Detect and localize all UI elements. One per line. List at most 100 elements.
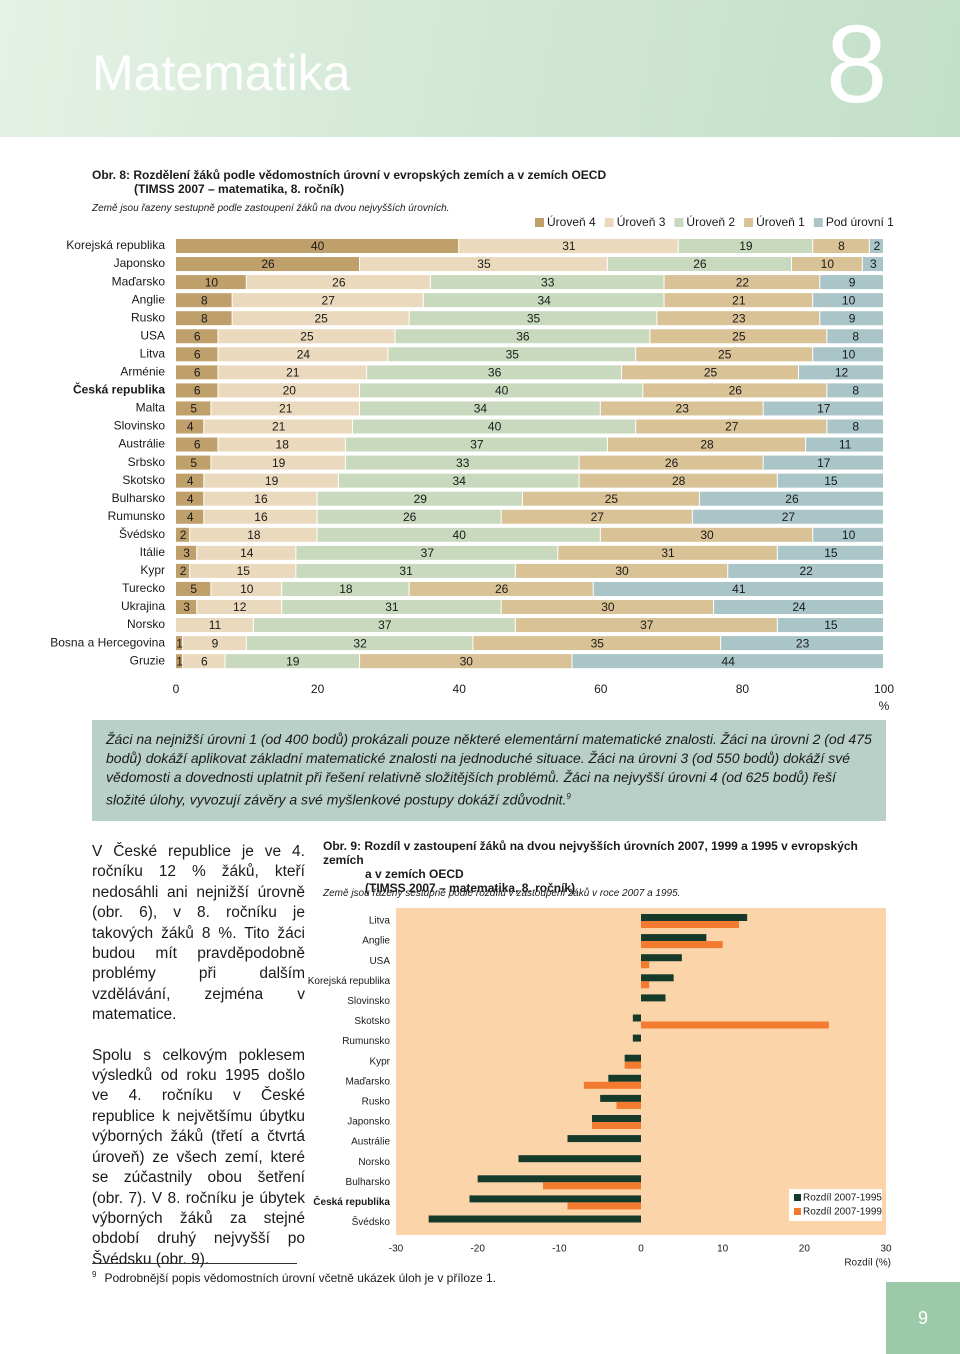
category-label: Slovinsko bbox=[114, 419, 166, 433]
bar-segment bbox=[360, 257, 607, 272]
value-label: 37 bbox=[640, 618, 654, 632]
value-label: 24 bbox=[792, 600, 806, 614]
footnote-ref: 9 bbox=[566, 792, 571, 801]
value-label: 25 bbox=[704, 366, 718, 380]
bar-segment bbox=[204, 491, 317, 506]
bar-segment bbox=[345, 437, 607, 452]
bar bbox=[543, 1182, 641, 1190]
bar-segment bbox=[218, 329, 395, 344]
value-label: 40 bbox=[495, 384, 509, 398]
value-label: 16 bbox=[254, 510, 268, 524]
x-unit: % bbox=[879, 699, 890, 713]
bar-segment bbox=[176, 654, 183, 669]
figure-caption: Obr. 9: Rozdíl v zastoupení žáků na dvou… bbox=[323, 839, 893, 895]
value-label: 5 bbox=[190, 402, 197, 416]
value-label: 2 bbox=[180, 528, 187, 542]
category-label: Maďarsko bbox=[346, 1076, 391, 1087]
bar-segment bbox=[176, 455, 211, 470]
bar bbox=[600, 1094, 641, 1102]
bar bbox=[641, 914, 748, 921]
x-tick-label: 100 bbox=[874, 682, 894, 696]
category-label: Japonsko bbox=[347, 1117, 390, 1128]
value-label: 18 bbox=[276, 438, 290, 452]
value-label: 33 bbox=[456, 456, 470, 470]
bar-segment bbox=[806, 437, 883, 452]
category-label: Japonsko bbox=[114, 256, 166, 270]
value-label: 24 bbox=[297, 347, 311, 361]
category-label: Rumunsko bbox=[108, 509, 166, 523]
category-label: Rumunsko bbox=[342, 1036, 390, 1047]
bar-segment bbox=[692, 509, 883, 524]
bar bbox=[641, 994, 666, 1002]
figure-caption: Obr. 8: Rozdělení žáků podle vědomostníc… bbox=[92, 168, 606, 196]
bar-segment bbox=[636, 347, 813, 362]
bar-segment bbox=[211, 455, 345, 470]
bar-segment bbox=[777, 545, 883, 560]
bar-segment bbox=[388, 347, 636, 362]
bar-segment bbox=[253, 618, 515, 633]
value-label: 29 bbox=[414, 492, 428, 506]
bar-segment bbox=[678, 239, 813, 253]
bar-segment bbox=[176, 618, 253, 633]
value-label: 8 bbox=[201, 293, 208, 307]
bar-segment bbox=[225, 654, 360, 669]
value-label: 30 bbox=[615, 564, 629, 578]
header-band bbox=[0, 0, 960, 137]
caption-line: a v zemích OECD bbox=[365, 867, 464, 881]
category-label: Norsko bbox=[358, 1157, 390, 1168]
bar-segment bbox=[360, 383, 643, 398]
bar-segment bbox=[176, 275, 246, 290]
bar bbox=[592, 1115, 641, 1122]
bar-segment bbox=[232, 293, 423, 308]
bar-segment bbox=[777, 473, 883, 488]
legend-swatch bbox=[794, 1194, 801, 1201]
category-label: Česká republika bbox=[73, 382, 165, 397]
bar bbox=[641, 961, 650, 969]
legend-swatch bbox=[604, 218, 614, 227]
bar-segment bbox=[714, 600, 883, 614]
x-axis-label: Rozdíl (%) bbox=[844, 1258, 891, 1269]
body-text: V České republice je ve 4. ročníku 12 % … bbox=[92, 842, 305, 1290]
value-label: 40 bbox=[311, 239, 325, 253]
bar-segment bbox=[501, 600, 714, 614]
bar-segment bbox=[176, 473, 204, 488]
category-label: Švédsko bbox=[352, 1215, 391, 1228]
figure-note: Země jsou řazeny sestupně podle rozdílu … bbox=[323, 888, 681, 899]
value-label: 3 bbox=[183, 546, 190, 560]
legend-label: Úroveň 4 bbox=[547, 214, 596, 229]
category-label: Litva bbox=[369, 916, 391, 927]
bar-segment bbox=[827, 329, 883, 344]
value-label: 19 bbox=[265, 474, 279, 488]
value-label: 31 bbox=[661, 546, 675, 560]
bar-segment bbox=[246, 636, 473, 651]
bar bbox=[469, 1195, 641, 1203]
bar bbox=[608, 1074, 641, 1082]
legend-label: Rozdíl 2007-1995 bbox=[803, 1193, 882, 1204]
value-label: 8 bbox=[852, 329, 859, 343]
value-label: 26 bbox=[693, 257, 707, 271]
value-label: 22 bbox=[736, 275, 750, 289]
value-label: 8 bbox=[838, 239, 845, 253]
value-label: 11 bbox=[209, 618, 222, 632]
caption-line: (TIMSS 2007 – matematika, 8. ročník) bbox=[365, 881, 576, 895]
bar-segment bbox=[664, 293, 813, 308]
value-label: 34 bbox=[453, 474, 467, 488]
x-tick-label: 80 bbox=[736, 682, 750, 696]
bar-segment bbox=[211, 401, 360, 416]
category-label: Skotsko bbox=[354, 1016, 390, 1027]
value-label: 25 bbox=[300, 329, 314, 343]
bar-segment bbox=[820, 275, 883, 290]
bar-segment bbox=[218, 383, 360, 398]
x-tick-label: 30 bbox=[880, 1244, 892, 1255]
x-tick-label: 20 bbox=[799, 1244, 811, 1255]
value-label: 32 bbox=[353, 636, 367, 650]
bar bbox=[477, 1175, 641, 1183]
legend-label: Úroveň 2 bbox=[686, 214, 735, 229]
legend-label: Úroveň 3 bbox=[617, 214, 666, 229]
bar-segment bbox=[176, 509, 204, 524]
value-label: 34 bbox=[537, 293, 551, 307]
x-tick-label: -30 bbox=[389, 1244, 404, 1255]
value-label: 30 bbox=[700, 528, 714, 542]
page-title: Matematika bbox=[92, 45, 351, 101]
value-label: 26 bbox=[729, 384, 743, 398]
